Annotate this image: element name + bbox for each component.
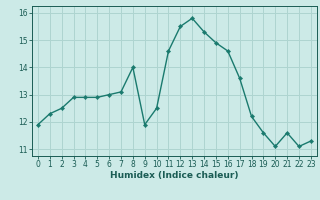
- X-axis label: Humidex (Indice chaleur): Humidex (Indice chaleur): [110, 171, 239, 180]
